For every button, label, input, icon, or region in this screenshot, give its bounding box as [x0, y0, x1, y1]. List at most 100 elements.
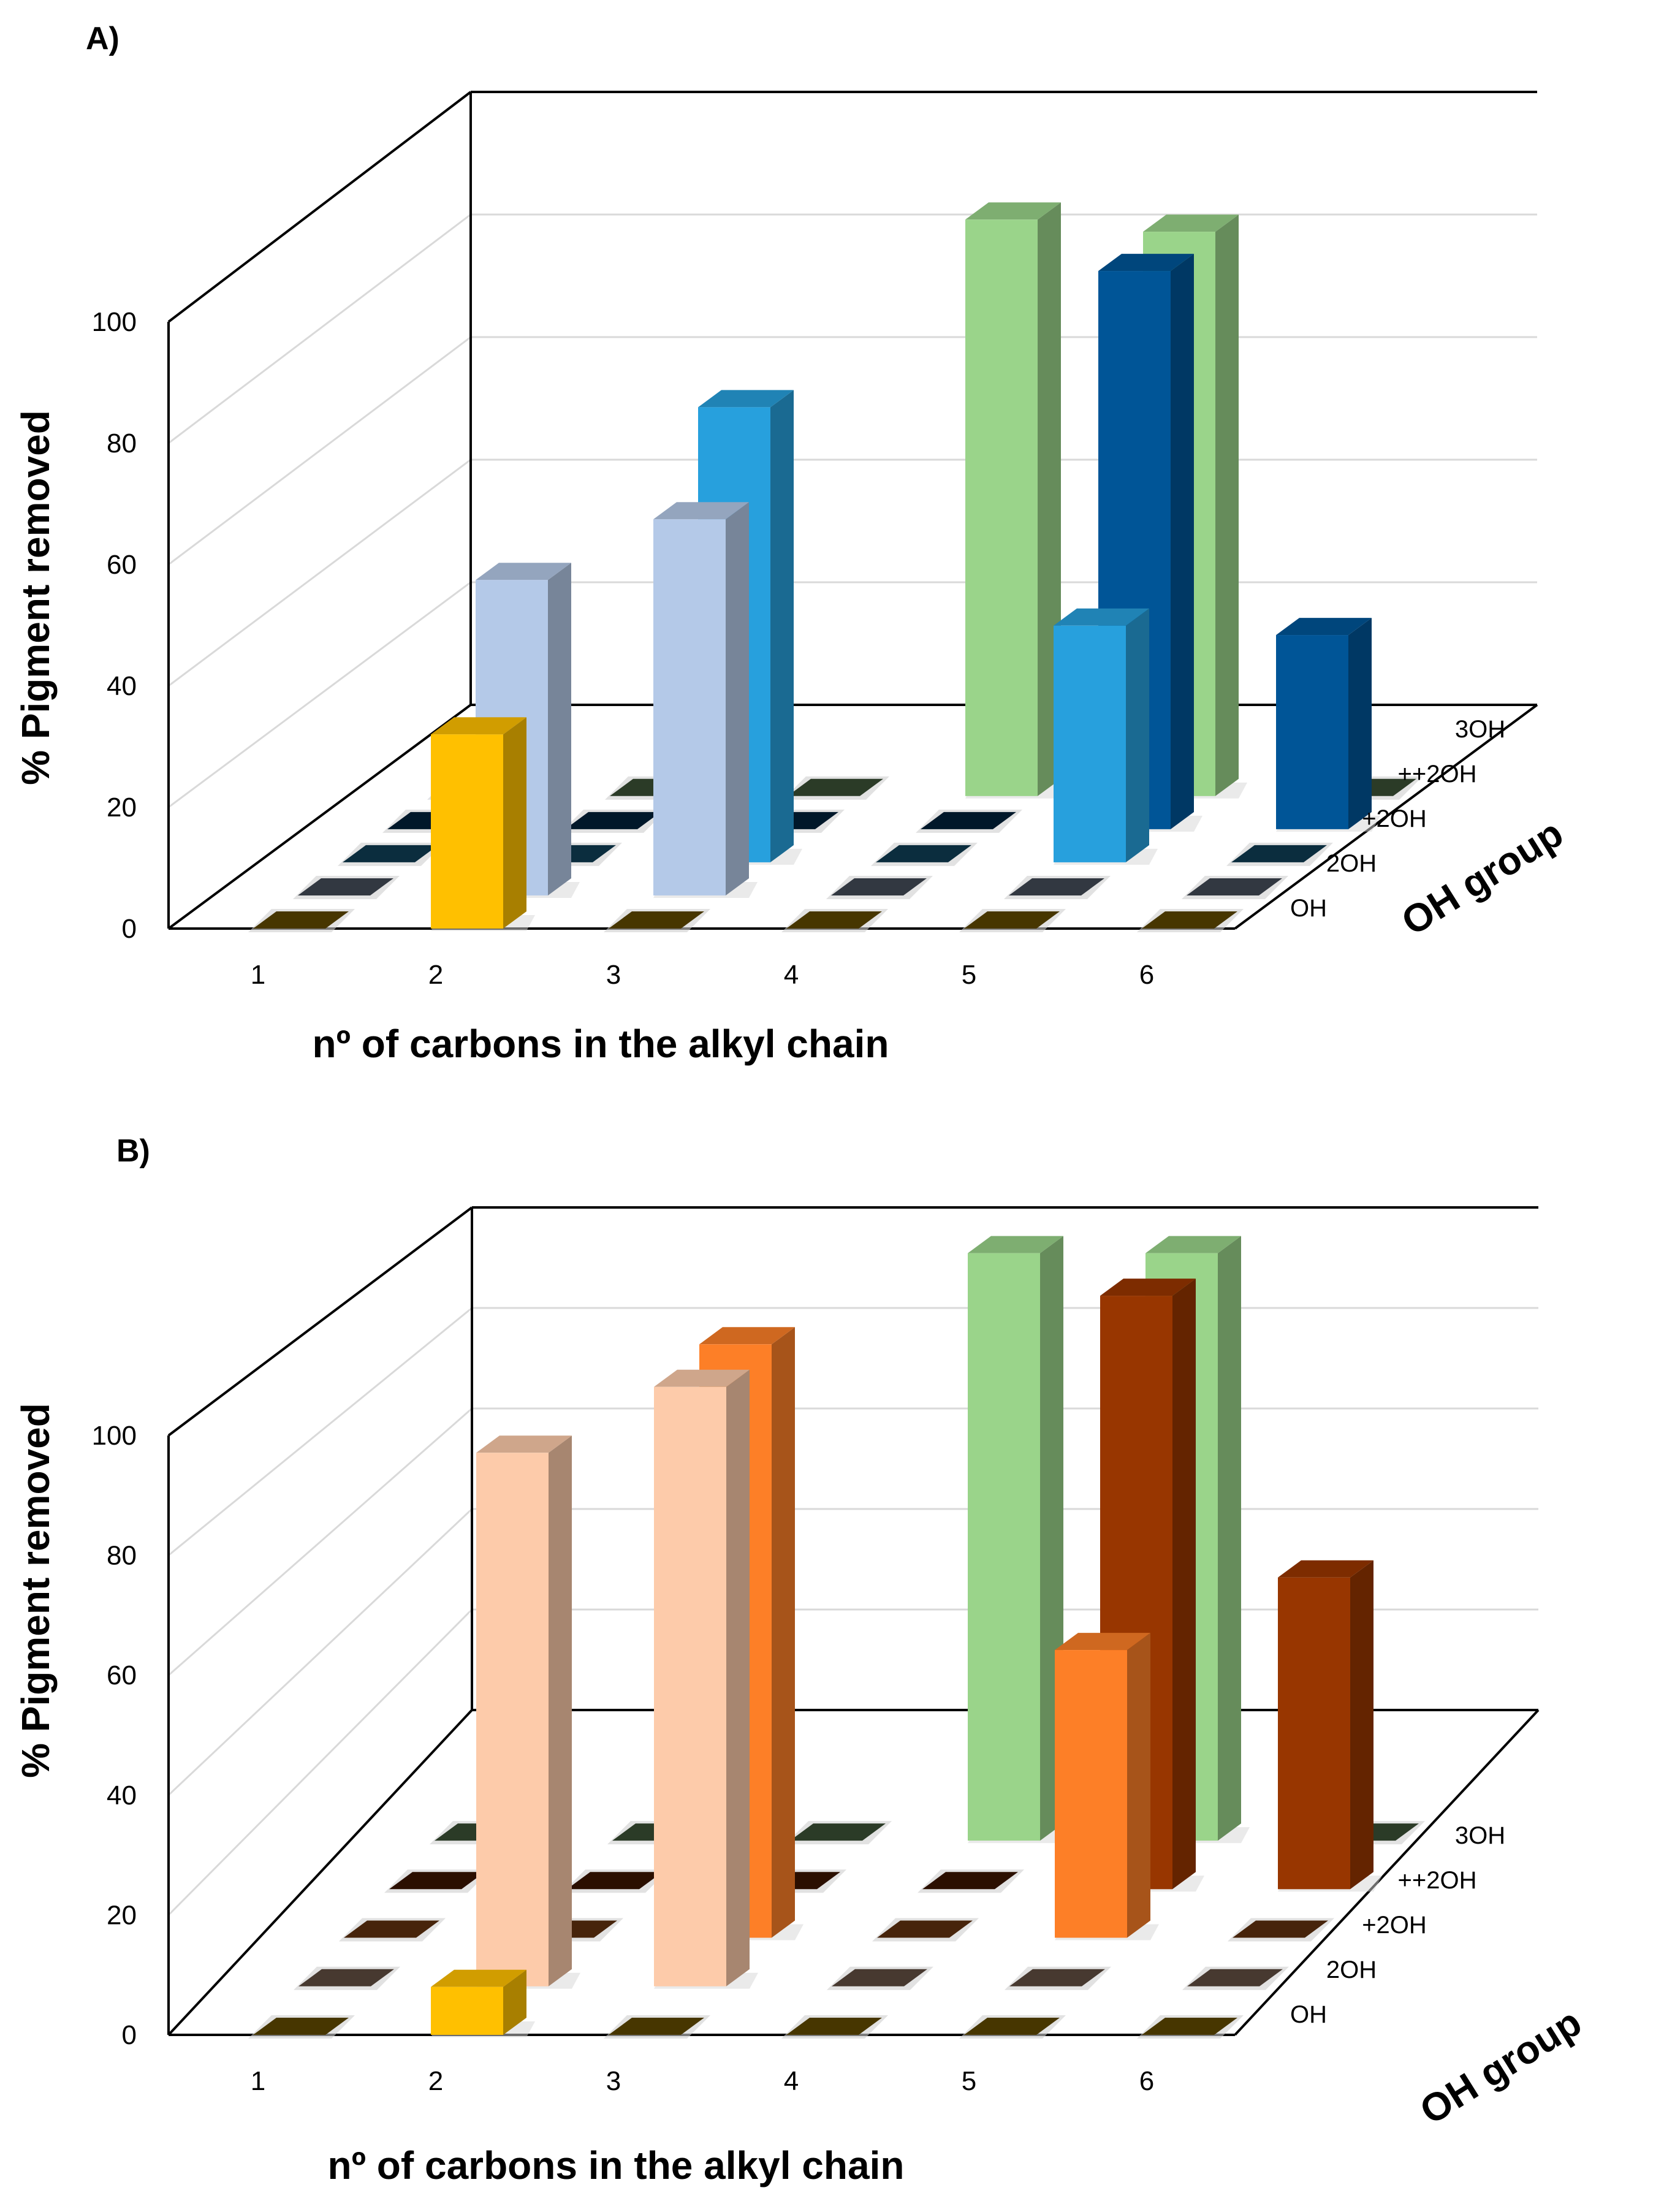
- side-wall-top-edge: [167, 91, 472, 323]
- zero-bar-top: [609, 2018, 704, 2035]
- bar-side-face: [1348, 618, 1372, 829]
- depth-tick-label: 2OH: [1326, 850, 1377, 877]
- zero-bar-top: [344, 1920, 439, 1938]
- y-tick-label: 20: [107, 1900, 137, 1930]
- zero-bar-OH-4: [781, 2015, 888, 2039]
- y-tick-label: 80: [107, 1541, 137, 1571]
- depth-axis-title: OH group: [1412, 2000, 1589, 2133]
- bar-top-face: [698, 390, 794, 408]
- bar-front-face: [431, 734, 503, 929]
- bar-top-face: [1276, 618, 1372, 636]
- zero-bar-++2OH-2: [562, 1869, 669, 1893]
- bar-side-face: [772, 1327, 795, 1938]
- x-axis-title: nº of carbons in the alkyl chain: [328, 2143, 905, 2187]
- zero-bar-top: [1009, 1969, 1105, 1986]
- bar-3OH-4: [965, 202, 1069, 799]
- bar-side-face: [1127, 1633, 1150, 1938]
- bar-top-face: [1145, 1236, 1241, 1253]
- zero-bar-+2OH-1: [338, 842, 444, 866]
- y-tick-label: 100: [92, 307, 137, 337]
- zero-bar-top: [609, 911, 704, 929]
- zero-bar-+2OH-4: [871, 842, 978, 866]
- zero-bar-top: [921, 811, 1016, 829]
- bar-2OH-3: [654, 1369, 758, 1989]
- zero-bar-OH-5: [959, 909, 1066, 932]
- bar-top-face: [654, 1369, 750, 1387]
- zero-bar-2OH-6: [1182, 876, 1288, 899]
- bar-top-face: [699, 1327, 795, 1345]
- y-tick-label: 100: [92, 1421, 137, 1451]
- y-tick-label: 0: [122, 2020, 137, 2050]
- gridline-side: [168, 581, 471, 808]
- zero-bar-2OH-6: [1182, 1966, 1289, 1990]
- zero-bar-top: [1187, 1969, 1283, 1986]
- zero-bar-top: [786, 2018, 882, 2035]
- zero-bar-OH-1: [248, 909, 355, 932]
- zero-bar-OH-6: [1137, 909, 1244, 932]
- x-tick-label: 6: [1139, 2066, 1154, 2096]
- bar-front-face: [476, 1453, 549, 1986]
- depth-tick-label: +2OH: [1362, 1912, 1427, 1939]
- bar-side-face: [1172, 1279, 1196, 1890]
- bar-front-face: [1276, 635, 1348, 829]
- y-axis-title: % Pigment removed: [13, 410, 58, 785]
- bar-front-face: [965, 219, 1038, 796]
- x-tick-label: 5: [962, 960, 976, 990]
- zero-bar-top: [253, 911, 349, 929]
- zero-bar-top: [832, 1969, 927, 1986]
- chart-panel-b: 0 20 40 60 80 100 1 2 3 4 5 6 OH 2OH +2OH ++2OH 3OH B) % P…: [0, 1106, 1664, 2212]
- x-tick-label: 3: [606, 960, 621, 990]
- zero-bar-top: [786, 911, 882, 929]
- bar-top-face: [1278, 1560, 1373, 1578]
- bar-top-face: [431, 717, 526, 735]
- zero-bar-++2OH-2: [560, 809, 667, 833]
- zero-bar-+2OH-1: [339, 1918, 446, 1942]
- bar-top-face: [431, 1969, 526, 1987]
- bar-side-face: [1126, 608, 1149, 862]
- bar-side-face: [770, 390, 794, 862]
- bar-top-face: [968, 1236, 1063, 1253]
- zero-bar-++2OH-4: [916, 809, 1022, 833]
- bar-side-face: [549, 1435, 572, 1986]
- bar-front-face: [654, 1386, 726, 1986]
- depth-tick-label: 2OH: [1326, 1956, 1377, 1983]
- bar-top-face: [476, 563, 571, 580]
- x-tick-label: 2: [428, 2066, 443, 2096]
- bar-top-face: [653, 502, 749, 520]
- depth-tick-label: ++2OH: [1398, 1867, 1477, 1894]
- depth-tick-label: 3OH: [1455, 716, 1505, 743]
- gridline-side: [168, 1407, 473, 1676]
- chart-svg: 0 20 40 60 80 100 1 2 3 4 5 6 OH 2OH +2OH ++2OH 3OH B) % P…: [13, 1133, 1589, 2187]
- y-tick-label: 80: [107, 428, 137, 458]
- zero-bar-3OH-3: [783, 776, 889, 800]
- zero-bar-top: [298, 1969, 394, 1986]
- zero-bar-2OH-1: [294, 1966, 400, 1990]
- bar-2OH-3: [653, 502, 758, 898]
- zero-bar-OH-3: [604, 2015, 710, 2039]
- gridline-side: [168, 458, 471, 687]
- y-tick-label: 40: [107, 671, 137, 701]
- bar-side-face: [1218, 1236, 1241, 1841]
- zero-bar-top: [831, 878, 927, 895]
- zero-bar-top: [1142, 2018, 1237, 2035]
- bar-2OH-2: [476, 1435, 580, 1989]
- x-axis-title: nº of carbons in the alkyl chain: [313, 1022, 889, 1066]
- x-tick-label: 1: [251, 2066, 265, 2096]
- zero-bar-2OH-5: [1004, 876, 1111, 899]
- depth-tick-label: 3OH: [1455, 1822, 1505, 1849]
- chart-svg: 0 20 40 60 80 100 1 2 3 4 5 6 OH 2OH +2OH ++2OH 3OH A) % P…: [13, 21, 1571, 1066]
- bar-side-face: [1215, 215, 1239, 796]
- x-tick-label: 4: [784, 2066, 799, 2096]
- y-tick-label: 40: [107, 1781, 137, 1811]
- zero-bar-3OH-3: [785, 1821, 892, 1845]
- side-floor-edge: [167, 1709, 473, 2036]
- depth-tick-label: ++2OH: [1398, 761, 1477, 788]
- y-tick-label: 20: [107, 792, 137, 823]
- gridline-side: [167, 1608, 473, 1916]
- bar-front-face: [1278, 1577, 1350, 1890]
- zero-bar-top: [343, 845, 438, 862]
- zero-bar-+2OH-4: [872, 1918, 979, 1942]
- zero-bar-OH-3: [604, 909, 710, 932]
- zero-bar-top: [1142, 911, 1237, 929]
- x-tick-label: 4: [784, 960, 799, 990]
